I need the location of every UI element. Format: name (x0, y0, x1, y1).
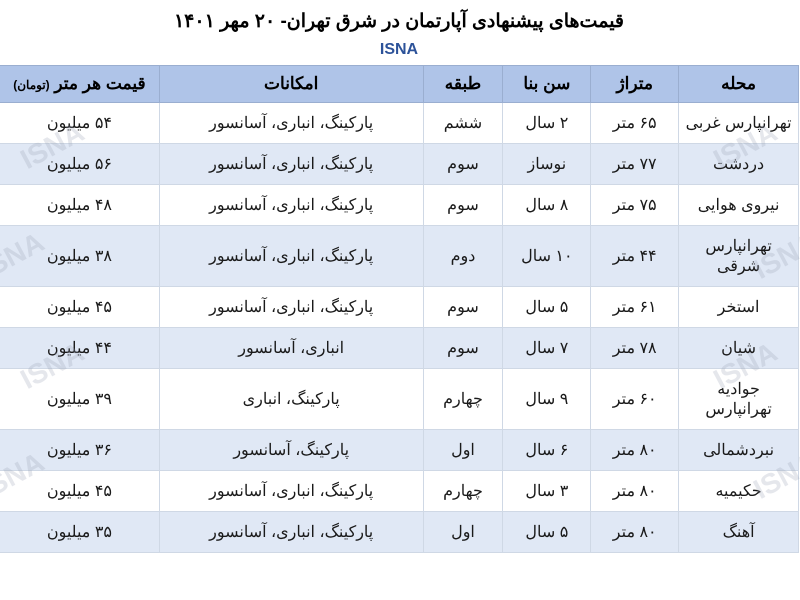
price-unit: (تومان) (14, 78, 50, 92)
table-row: آهنگ۸۰ متر۵ سالاولپارکینگ، انباری، آسانس… (1, 512, 800, 553)
cell-age: ۶ سال (504, 430, 592, 471)
cell-amenities: پارکینگ، انباری، آسانسور (160, 287, 424, 328)
cell-amenities: پارکینگ، انباری (160, 369, 424, 430)
table-row: استخر۶۱ متر۵ سالسومپارکینگ، انباری، آسان… (1, 287, 800, 328)
cell-floor: اول (424, 512, 504, 553)
table-row: نبردشمالی۸۰ متر۶ سالاولپارکینگ، آسانسور۳… (1, 430, 800, 471)
cell-size: ۷۸ متر (592, 328, 680, 369)
cell-area: نبردشمالی (680, 430, 800, 471)
table-row: حکیمیه۸۰ متر۳ سالچهارمپارکینگ، انباری، آ… (1, 471, 800, 512)
cell-price: ۵۶ میلیون (1, 144, 161, 185)
cell-floor: دوم (424, 226, 504, 287)
cell-amenities: پارکینگ، انباری، آسانسور (160, 226, 424, 287)
cell-price: ۳۵ میلیون (1, 512, 161, 553)
table-row: شیان۷۸ متر۷ سالسومانباری، آسانسور۴۴ میلی… (1, 328, 800, 369)
source-label: ISNA (0, 39, 800, 65)
cell-area: استخر (680, 287, 800, 328)
cell-price: ۳۶ میلیون (1, 430, 161, 471)
cell-amenities: پارکینگ، انباری، آسانسور (160, 512, 424, 553)
cell-age: ۱۰ سال (504, 226, 592, 287)
table-container: قیمت‌های پیشنهادی آپارتمان در شرق تهران-… (0, 0, 800, 553)
cell-price: ۵۴ میلیون (1, 103, 161, 144)
cell-age: ۲ سال (504, 103, 592, 144)
cell-amenities: پارکینگ، انباری، آسانسور (160, 185, 424, 226)
col-header-age: سن بنا (504, 66, 592, 103)
cell-floor: چهارم (424, 471, 504, 512)
cell-price: ۴۵ میلیون (1, 471, 161, 512)
cell-area: جوادیه تهرانپارس (680, 369, 800, 430)
cell-size: ۶۰ متر (592, 369, 680, 430)
cell-size: ۸۰ متر (592, 471, 680, 512)
cell-size: ۶۵ متر (592, 103, 680, 144)
cell-floor: سوم (424, 328, 504, 369)
cell-age: ۵ سال (504, 512, 592, 553)
table-row: جوادیه تهرانپارس۶۰ متر۹ سالچهارمپارکینگ،… (1, 369, 800, 430)
cell-amenities: پارکینگ، انباری، آسانسور (160, 471, 424, 512)
cell-size: ۷۷ متر (592, 144, 680, 185)
cell-age: نوساز (504, 144, 592, 185)
col-header-amenities: امکانات (160, 66, 424, 103)
cell-floor: اول (424, 430, 504, 471)
cell-amenities: انباری، آسانسور (160, 328, 424, 369)
cell-area: تهرانپارس غربی (680, 103, 800, 144)
cell-size: ۶۱ متر (592, 287, 680, 328)
cell-area: دردشت (680, 144, 800, 185)
cell-price: ۳۸ میلیون (1, 226, 161, 287)
cell-size: ۴۴ متر (592, 226, 680, 287)
cell-floor: چهارم (424, 369, 504, 430)
cell-amenities: پارکینگ، آسانسور (160, 430, 424, 471)
cell-area: شیان (680, 328, 800, 369)
cell-age: ۳ سال (504, 471, 592, 512)
cell-area: آهنگ (680, 512, 800, 553)
cell-floor: سوم (424, 144, 504, 185)
cell-price: ۴۵ میلیون (1, 287, 161, 328)
cell-amenities: پارکینگ، انباری، آسانسور (160, 144, 424, 185)
cell-size: ۸۰ متر (592, 512, 680, 553)
page-title: قیمت‌های پیشنهادی آپارتمان در شرق تهران-… (0, 0, 800, 39)
cell-area: تهرانپارس شرقی (680, 226, 800, 287)
col-header-price: قیمت هر متر (تومان) (1, 66, 161, 103)
cell-age: ۹ سال (504, 369, 592, 430)
table-row: تهرانپارس شرقی۴۴ متر۱۰ سالدومپارکینگ، ان… (1, 226, 800, 287)
table-row: تهرانپارس غربی۶۵ متر۲ سالششمپارکینگ، انب… (1, 103, 800, 144)
cell-age: ۸ سال (504, 185, 592, 226)
cell-age: ۷ سال (504, 328, 592, 369)
col-header-area: محله (680, 66, 800, 103)
cell-price: ۳۹ میلیون (1, 369, 161, 430)
cell-area: حکیمیه (680, 471, 800, 512)
cell-floor: ششم (424, 103, 504, 144)
cell-price: ۴۸ میلیون (1, 185, 161, 226)
cell-amenities: پارکینگ، انباری، آسانسور (160, 103, 424, 144)
col-header-floor: طبقه (424, 66, 504, 103)
table-row: نیروی هوایی۷۵ متر۸ سالسومپارکینگ، انباری… (1, 185, 800, 226)
cell-floor: سوم (424, 287, 504, 328)
table-header-row: محله متراژ سن بنا طبقه امکانات قیمت هر م… (1, 66, 800, 103)
price-table: محله متراژ سن بنا طبقه امکانات قیمت هر م… (0, 65, 800, 553)
cell-age: ۵ سال (504, 287, 592, 328)
cell-floor: سوم (424, 185, 504, 226)
col-header-size: متراژ (592, 66, 680, 103)
table-row: دردشت۷۷ مترنوسازسومپارکینگ، انباری، آسان… (1, 144, 800, 185)
cell-size: ۷۵ متر (592, 185, 680, 226)
cell-area: نیروی هوایی (680, 185, 800, 226)
cell-size: ۸۰ متر (592, 430, 680, 471)
price-label: قیمت هر متر (55, 74, 146, 93)
cell-price: ۴۴ میلیون (1, 328, 161, 369)
